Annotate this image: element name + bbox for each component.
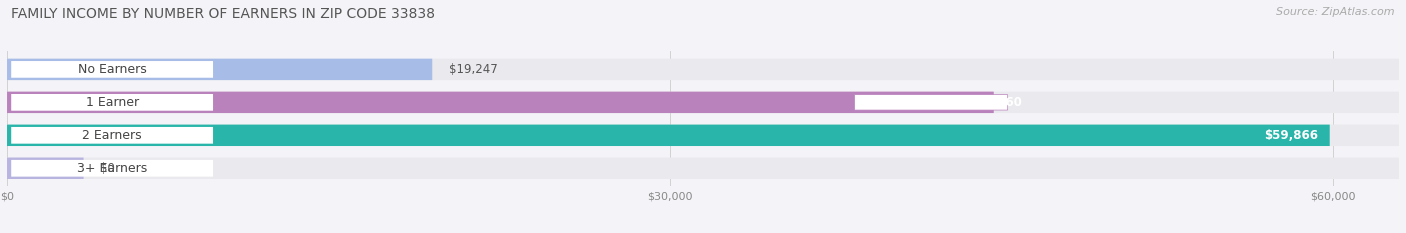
FancyBboxPatch shape [11,61,214,78]
FancyBboxPatch shape [855,95,1008,110]
FancyBboxPatch shape [7,125,1330,146]
Text: 2 Earners: 2 Earners [83,129,142,142]
FancyBboxPatch shape [7,158,83,179]
Text: 1 Earner: 1 Earner [86,96,139,109]
Text: 3+ Earners: 3+ Earners [77,162,148,175]
FancyBboxPatch shape [7,59,1399,80]
Text: No Earners: No Earners [77,63,146,76]
FancyBboxPatch shape [11,94,214,111]
FancyBboxPatch shape [11,127,214,144]
Text: $44,660: $44,660 [969,96,1022,109]
Text: $19,247: $19,247 [449,63,498,76]
FancyBboxPatch shape [7,158,1399,179]
Text: Source: ZipAtlas.com: Source: ZipAtlas.com [1277,7,1395,17]
Text: $59,866: $59,866 [1264,129,1319,142]
Text: $0: $0 [100,162,115,175]
Text: FAMILY INCOME BY NUMBER OF EARNERS IN ZIP CODE 33838: FAMILY INCOME BY NUMBER OF EARNERS IN ZI… [11,7,436,21]
FancyBboxPatch shape [7,92,994,113]
FancyBboxPatch shape [7,59,432,80]
FancyBboxPatch shape [11,160,214,177]
FancyBboxPatch shape [7,125,1399,146]
FancyBboxPatch shape [7,92,1399,113]
